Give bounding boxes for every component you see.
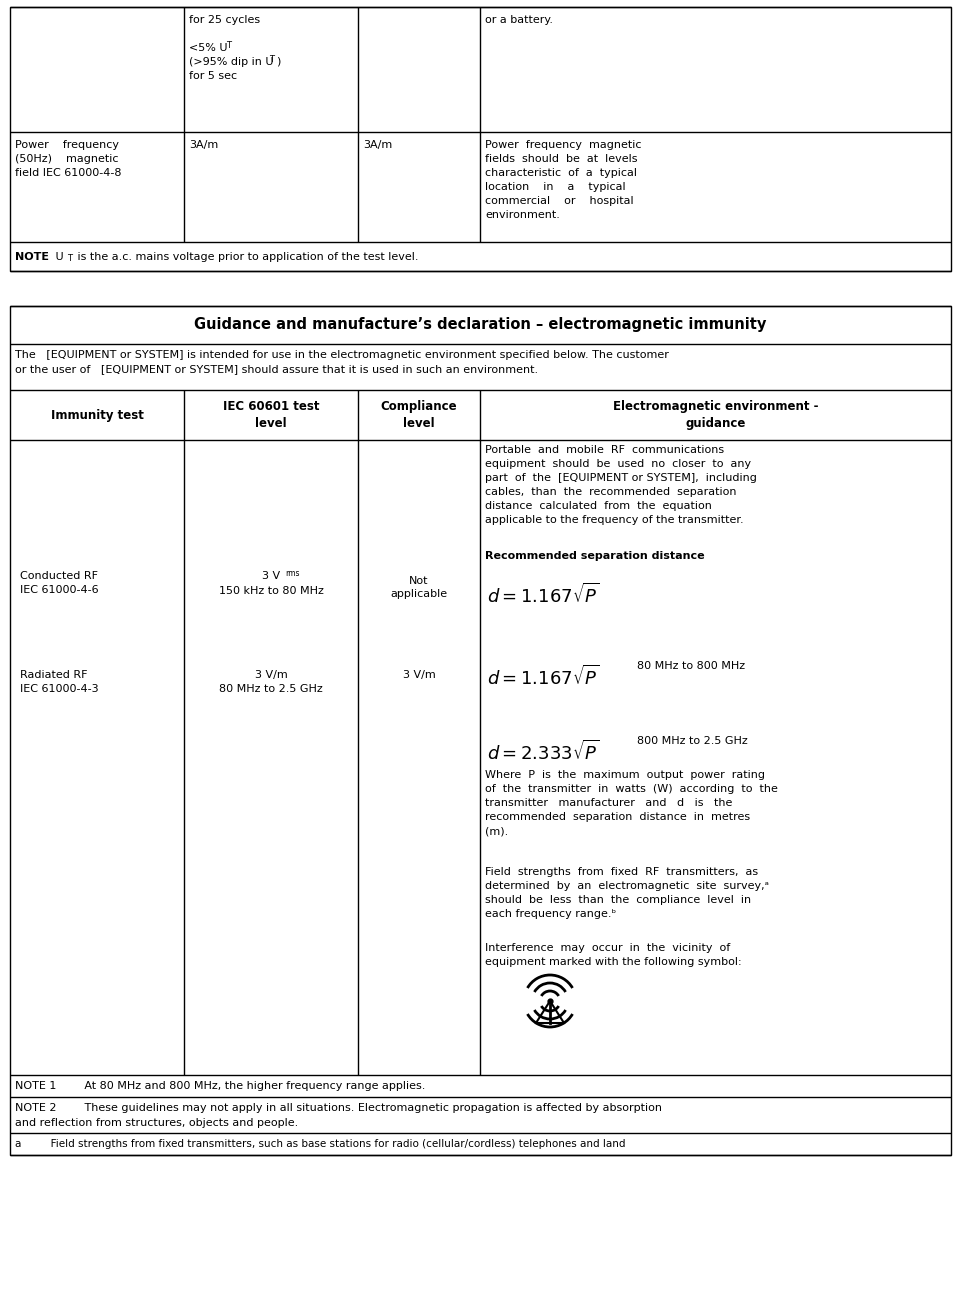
Text: or a battery.: or a battery. [485,16,553,25]
Text: 800 MHz to 2.5 GHz: 800 MHz to 2.5 GHz [637,736,748,745]
Text: Compliance
level: Compliance level [381,401,457,430]
Text: is the a.c. mains voltage prior to application of the test level.: is the a.c. mains voltage prior to appli… [74,252,418,261]
Text: T: T [226,41,231,50]
Text: T: T [269,56,274,65]
Text: for 5 sec: for 5 sec [189,71,237,81]
Text: a         Field strengths from fixed transmitters, such as base stations for rad: a Field strengths from fixed transmitter… [15,1140,626,1149]
Text: Electromagnetic environment -
guidance: Electromagnetic environment - guidance [613,401,818,430]
Bar [10,306,951,1155]
Text: $d =2.333\sqrt{P}$: $d =2.333\sqrt{P}$ [487,740,600,764]
Text: 3A/m: 3A/m [189,140,218,150]
Text: $d =1.167\sqrt{P}$: $d =1.167\sqrt{P}$ [487,665,600,689]
Text: Portable  and  mobile  RF  communications
equipment  should  be  used  no  close: Portable and mobile RF communications eq… [485,444,757,525]
Text: Interference  may  occur  in  the  vicinity  of
equipment marked with the follow: Interference may occur in the vicinity o… [485,943,742,966]
Text: NOTE 2        These guidelines may not apply in all situations. Electromagnetic : NOTE 2 These guidelines may not apply in… [15,1103,662,1112]
Text: NOTE 1        At 80 MHz and 800 MHz, the higher frequency range applies.: NOTE 1 At 80 MHz and 800 MHz, the higher… [15,1081,426,1090]
Text: for 25 cycles: for 25 cycles [189,16,260,25]
Text: Recommended separation distance: Recommended separation distance [485,550,704,561]
Text: 3 V: 3 V [262,571,280,581]
Text: Power  frequency  magnetic
fields  should  be  at  levels
characteristic  of  a : Power frequency magnetic fields should b… [485,140,642,220]
Text: U: U [45,252,63,261]
Text: 3 V/m
80 MHz to 2.5 GHz: 3 V/m 80 MHz to 2.5 GHz [219,671,323,694]
Text: $d =1.167\sqrt{P}$: $d =1.167\sqrt{P}$ [487,583,600,607]
Text: <5% U: <5% U [189,43,228,53]
Text: 150 kHz to 80 MHz: 150 kHz to 80 MHz [218,587,324,596]
Text: (>95% dip in U: (>95% dip in U [189,57,274,67]
Text: rms: rms [285,568,300,578]
Text: NOTE: NOTE [15,252,49,261]
Text: 80 MHz to 800 MHz: 80 MHz to 800 MHz [637,662,745,671]
Text: T: T [67,255,72,264]
Text: or the user of   [EQUIPMENT or SYSTEM] should assure that it is used in such an : or the user of [EQUIPMENT or SYSTEM] sho… [15,364,538,373]
Text: 3 V/m: 3 V/m [403,671,435,680]
Text: and reflection from structures, objects and people.: and reflection from structures, objects … [15,1118,298,1128]
Text: IEC 60601 test
level: IEC 60601 test level [223,401,319,430]
Bar [10,6,951,271]
Text: Immunity test: Immunity test [51,408,143,421]
Text: Where  P  is  the  maximum  output  power  rating
of  the  transmitter  in  watt: Where P is the maximum output power rati… [485,770,777,836]
Text: Not
applicable: Not applicable [390,576,448,599]
Text: Field  strengths  from  fixed  RF  transmitters,  as
determined  by  an  electro: Field strengths from fixed RF transmitte… [485,867,769,919]
Text: Guidance and manufacture’s declaration – electromagnetic immunity: Guidance and manufacture’s declaration –… [194,318,767,332]
Text: Radiated RF
IEC 61000-4-3: Radiated RF IEC 61000-4-3 [20,671,99,694]
Text: ): ) [276,57,281,67]
Text: Conducted RF
IEC 61000-4-6: Conducted RF IEC 61000-4-6 [20,571,99,596]
Text: The   [EQUIPMENT or SYSTEM] is intended for use in the electromagnetic environme: The [EQUIPMENT or SYSTEM] is intended fo… [15,350,669,360]
Text: Power    frequency
(50Hz)    magnetic
field IEC 61000-4-8: Power frequency (50Hz) magnetic field IE… [15,140,121,178]
Text: 3A/m: 3A/m [363,140,392,150]
